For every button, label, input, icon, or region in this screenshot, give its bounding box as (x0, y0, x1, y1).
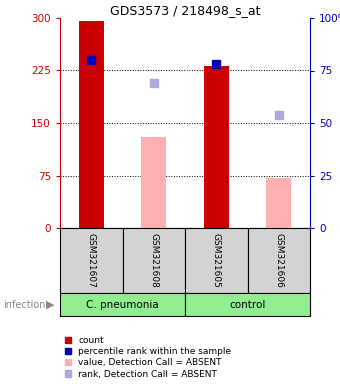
Bar (185, 293, 310, 316)
Text: GSM321607: GSM321607 (87, 233, 96, 288)
Bar (204, 66, 229, 228)
Bar (122, 228, 185, 293)
Bar (60, 228, 122, 293)
Bar (60, 293, 185, 316)
Text: GSM321605: GSM321605 (212, 233, 221, 288)
Bar (266, 177, 291, 228)
Text: ▶: ▶ (46, 300, 54, 310)
Text: control: control (229, 300, 266, 310)
Bar (141, 137, 166, 228)
Bar (185, 228, 248, 293)
Bar (79, 22, 104, 228)
Text: GSM321608: GSM321608 (149, 233, 158, 288)
Text: infection: infection (3, 300, 46, 310)
Text: GSM321606: GSM321606 (274, 233, 283, 288)
Text: C. pneumonia: C. pneumonia (86, 300, 159, 310)
Bar (248, 228, 310, 293)
Title: GDS3573 / 218498_s_at: GDS3573 / 218498_s_at (110, 4, 260, 17)
Legend: count, percentile rank within the sample, value, Detection Call = ABSENT, rank, : count, percentile rank within the sample… (65, 336, 231, 379)
